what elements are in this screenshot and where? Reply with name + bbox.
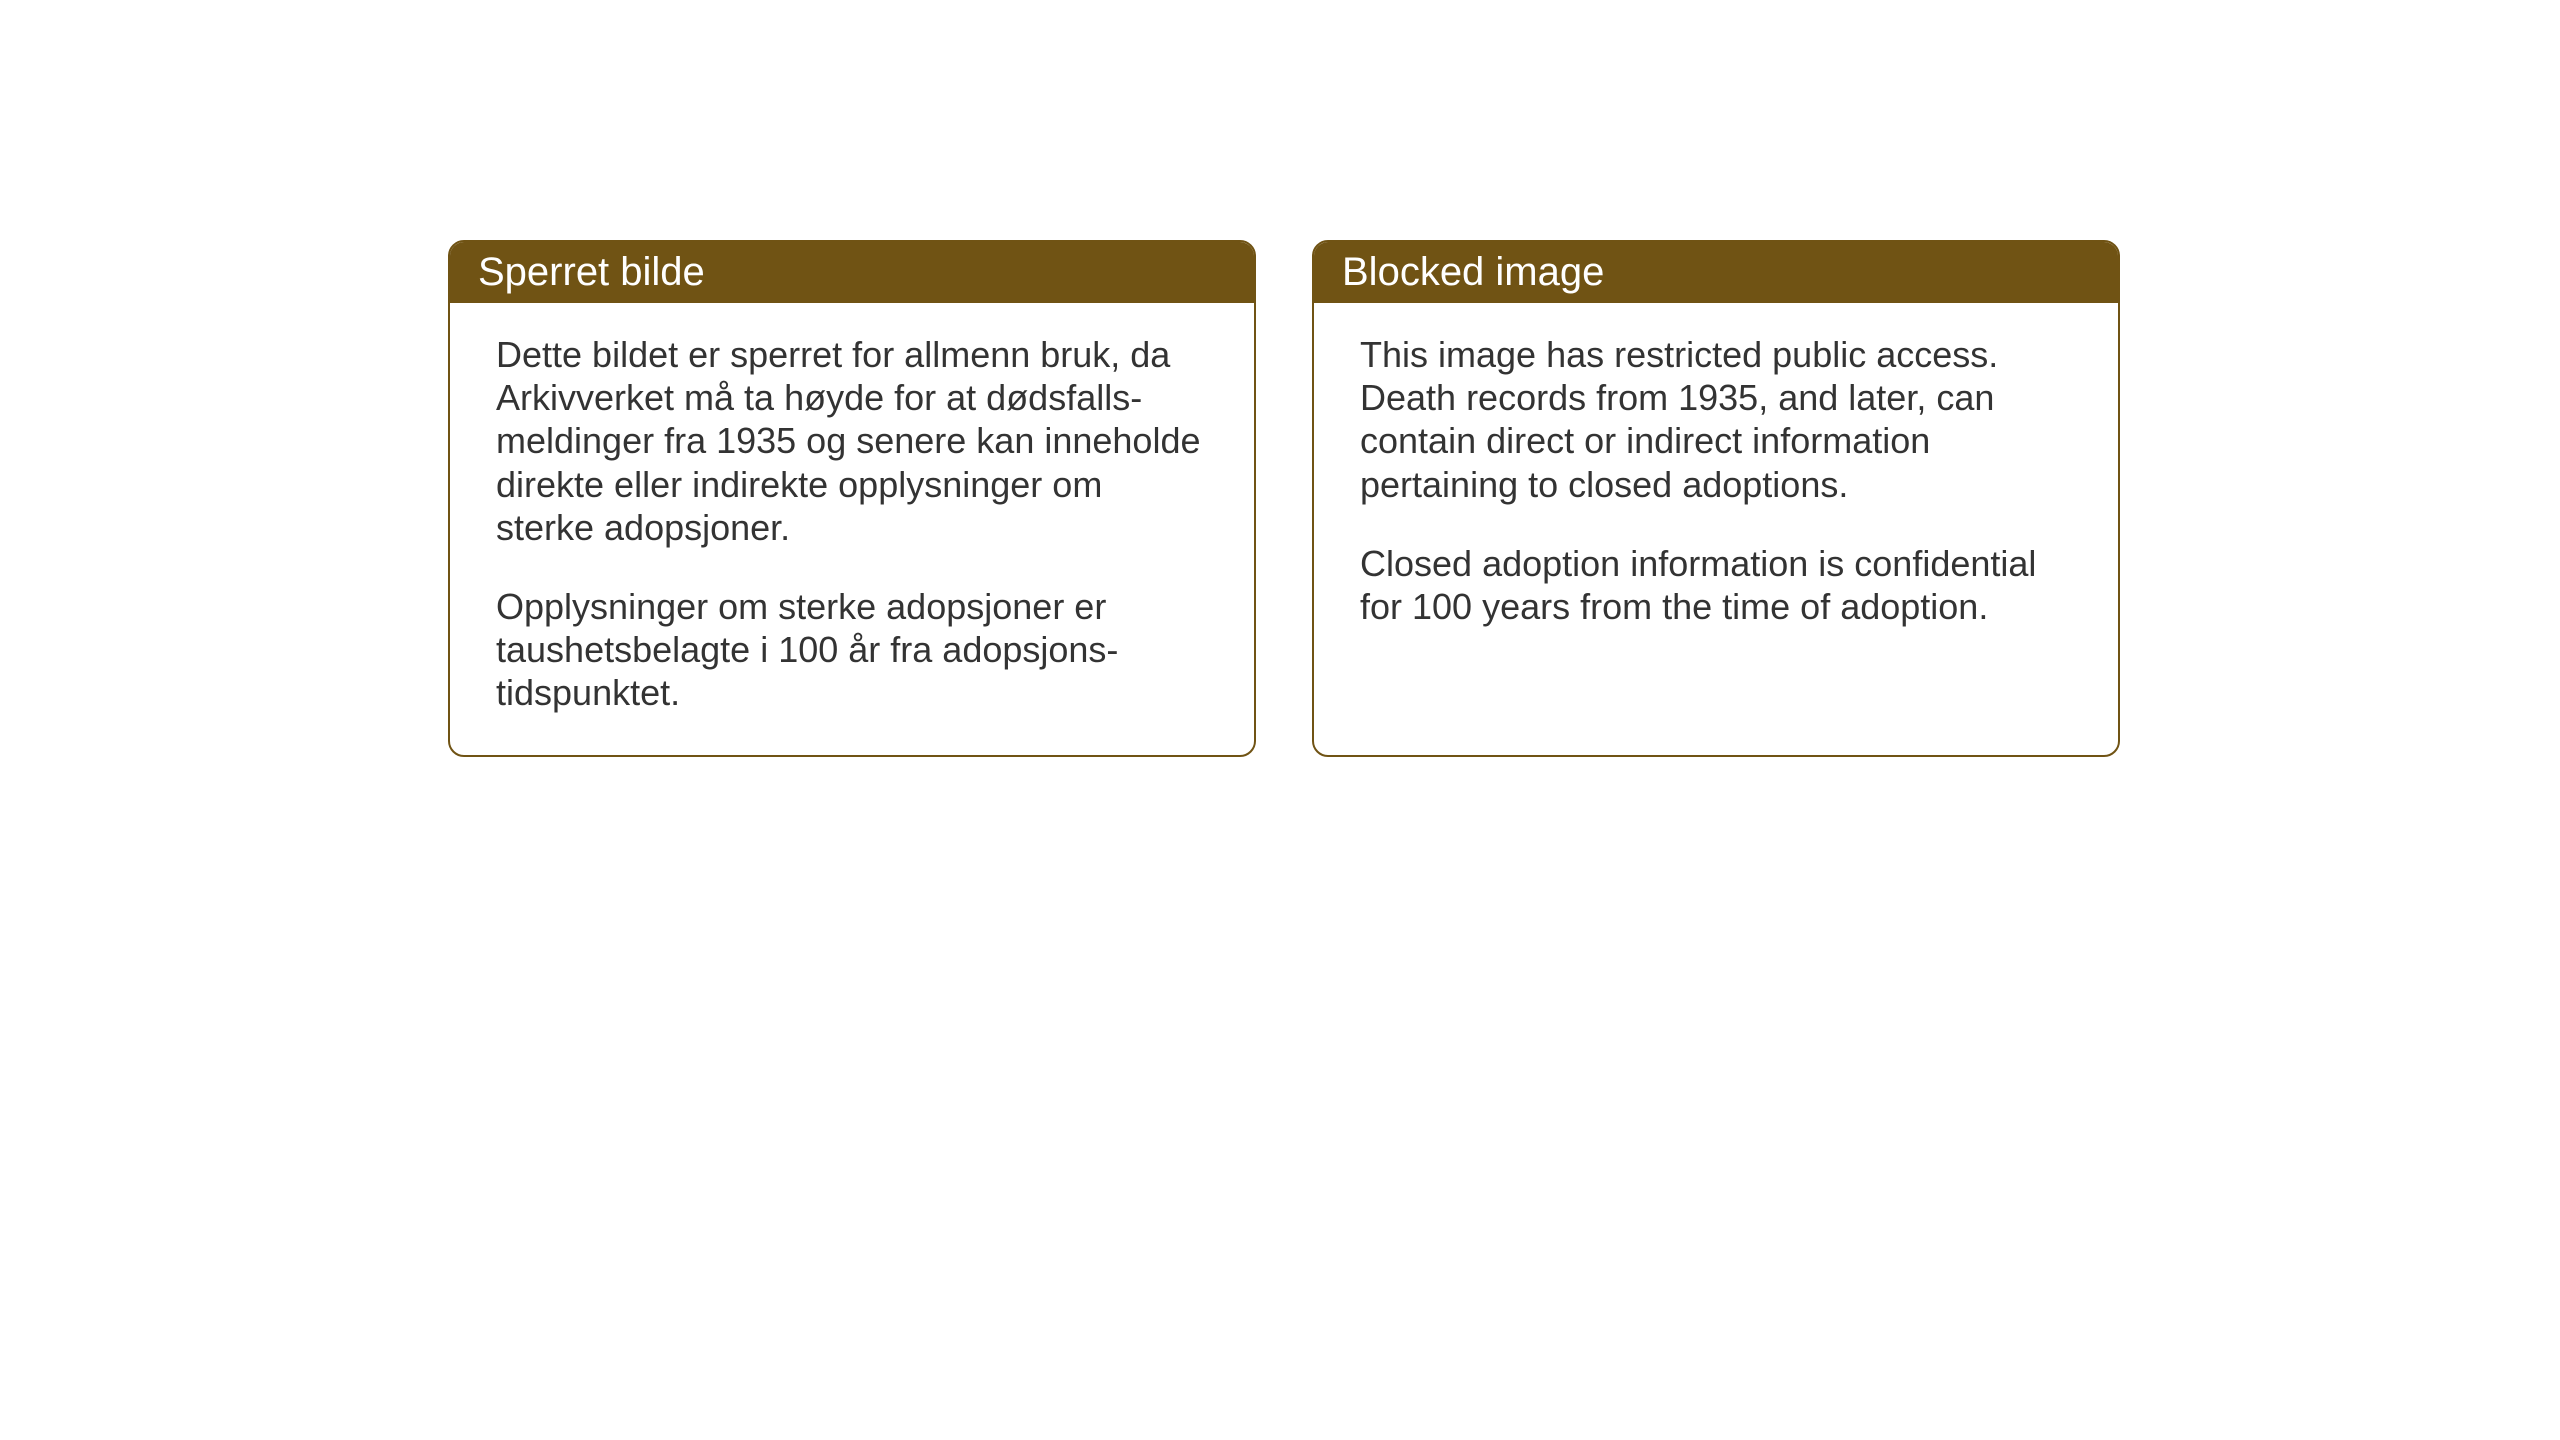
norwegian-paragraph-1: Dette bildet er sperret for allmenn bruk… bbox=[496, 333, 1208, 549]
norwegian-card-body: Dette bildet er sperret for allmenn bruk… bbox=[450, 303, 1254, 755]
norwegian-card-title: Sperret bilde bbox=[450, 242, 1254, 303]
english-notice-card: Blocked image This image has restricted … bbox=[1312, 240, 2120, 757]
norwegian-notice-card: Sperret bilde Dette bildet er sperret fo… bbox=[448, 240, 1256, 757]
norwegian-paragraph-2: Opplysninger om sterke adopsjoner er tau… bbox=[496, 585, 1208, 715]
english-paragraph-2: Closed adoption information is confident… bbox=[1360, 542, 2072, 628]
english-paragraph-1: This image has restricted public access.… bbox=[1360, 333, 2072, 506]
notice-cards-container: Sperret bilde Dette bildet er sperret fo… bbox=[448, 240, 2120, 757]
english-card-title: Blocked image bbox=[1314, 242, 2118, 303]
english-card-body: This image has restricted public access.… bbox=[1314, 303, 2118, 668]
